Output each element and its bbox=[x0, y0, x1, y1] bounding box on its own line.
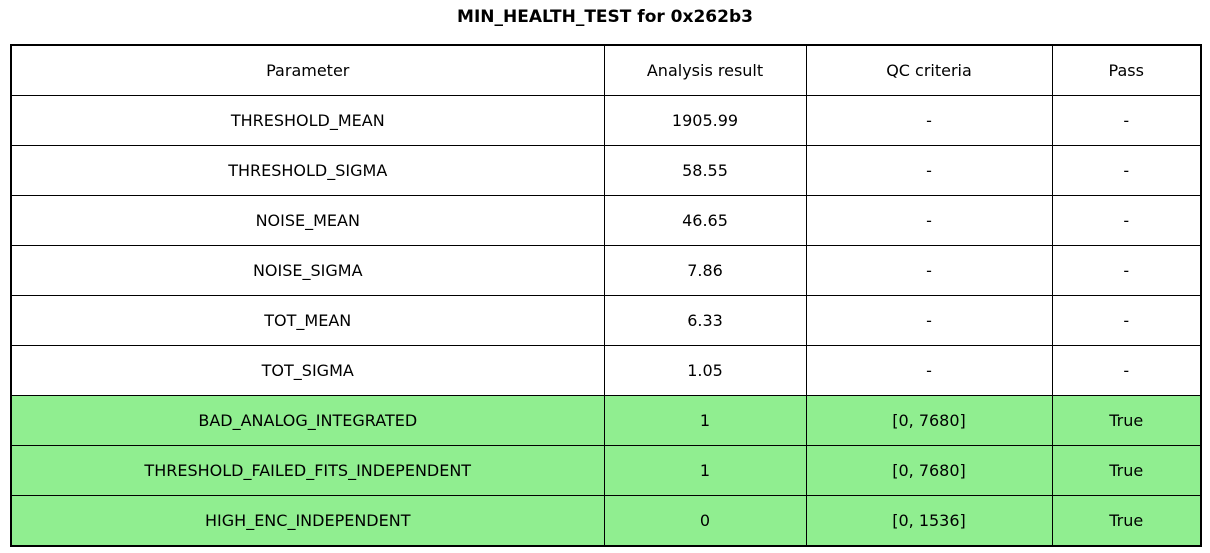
cell-qc-criteria: - bbox=[805, 145, 1053, 196]
cell-analysis-result: 1905.99 bbox=[603, 95, 807, 146]
cell-parameter: BAD_ANALOG_INTEGRATED bbox=[10, 395, 605, 446]
cell-parameter: THRESHOLD_MEAN bbox=[10, 95, 605, 146]
cell-qc-criteria: - bbox=[805, 245, 1053, 296]
cell-analysis-result: 46.65 bbox=[603, 195, 807, 246]
cell-pass: True bbox=[1051, 495, 1202, 547]
cell-analysis-result: 6.33 bbox=[603, 295, 807, 346]
cell-analysis-result: 0 bbox=[603, 495, 807, 547]
cell-analysis-result: 1 bbox=[603, 445, 807, 496]
cell-parameter: THRESHOLD_SIGMA bbox=[10, 145, 605, 196]
table-row: TOT_SIGMA 1.05- - bbox=[10, 345, 1202, 396]
column-header: Analysis result bbox=[603, 44, 807, 96]
cell-pass: - bbox=[1051, 95, 1202, 146]
cell-qc-criteria: [0, 7680] bbox=[805, 445, 1053, 496]
table-row: THRESHOLD_SIGMA 58.55- - bbox=[10, 145, 1202, 196]
cell-parameter: NOISE_MEAN bbox=[10, 195, 605, 246]
cell-pass: True bbox=[1051, 395, 1202, 446]
cell-qc-criteria: - bbox=[805, 195, 1053, 246]
cell-pass: - bbox=[1051, 295, 1202, 346]
cell-analysis-result: 7.86 bbox=[603, 245, 807, 296]
column-header: Pass bbox=[1051, 44, 1202, 96]
cell-analysis-result: 1.05 bbox=[603, 345, 807, 396]
cell-parameter: HIGH_ENC_INDEPENDENT bbox=[10, 495, 605, 547]
cell-analysis-result: 1 bbox=[603, 395, 807, 446]
column-header: Parameter bbox=[10, 44, 605, 96]
column-header: QC criteria bbox=[805, 44, 1053, 96]
table-row: HIGH_ENC_INDEPENDENT 0 [0, 1536] True bbox=[10, 495, 1202, 547]
cell-parameter: NOISE_SIGMA bbox=[10, 245, 605, 296]
cell-qc-criteria: [0, 7680] bbox=[805, 395, 1053, 446]
cell-parameter: TOT_MEAN bbox=[10, 295, 605, 346]
cell-parameter: TOT_SIGMA bbox=[10, 345, 605, 396]
table-row: NOISE_MEAN 46.65- - bbox=[10, 195, 1202, 246]
cell-qc-criteria: - bbox=[805, 95, 1053, 146]
cell-parameter: THRESHOLD_FAILED_FITS_INDEPENDENT bbox=[10, 445, 605, 496]
cell-analysis-result: 58.55 bbox=[603, 145, 807, 196]
table-row: THRESHOLD_FAILED_FITS_INDEPENDENT 1 [0, 76… bbox=[10, 445, 1202, 496]
qc-results-table: Parameter Analysis result QC criteria Pass … bbox=[10, 44, 1202, 547]
cell-pass: - bbox=[1051, 245, 1202, 296]
cell-pass: - bbox=[1051, 195, 1202, 246]
table-header-row: Parameter Analysis result QC criteria Pass bbox=[10, 44, 1202, 96]
cell-pass: - bbox=[1051, 145, 1202, 196]
cell-pass: True bbox=[1051, 445, 1202, 496]
cell-qc-criteria: - bbox=[805, 345, 1053, 396]
chart-title: MIN_HEALTH_TEST for 0x262b3 bbox=[457, 7, 753, 27]
cell-pass: - bbox=[1051, 345, 1202, 396]
cell-qc-criteria: - bbox=[805, 295, 1053, 346]
table-row: TOT_MEAN 6.33- - bbox=[10, 295, 1202, 346]
table-row: NOISE_SIGMA 7.86- - bbox=[10, 245, 1202, 296]
table-row: THRESHOLD_MEAN 1905.99- - bbox=[10, 95, 1202, 146]
table-row: BAD_ANALOG_INTEGRATED 1 [0, 7680] True bbox=[10, 395, 1202, 446]
cell-qc-criteria: [0, 1536] bbox=[805, 495, 1053, 547]
